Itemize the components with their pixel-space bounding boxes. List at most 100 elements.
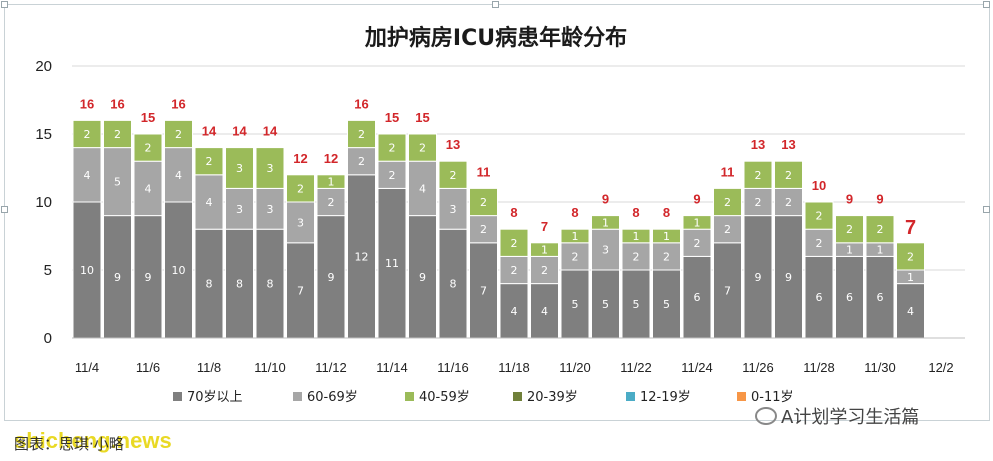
bar-segment [713,242,742,339]
segment-label: 2 [633,250,640,263]
bar-segment [286,242,315,339]
segment-label: 2 [816,210,823,223]
segment-label: 3 [267,203,274,216]
segment-label: 2 [419,142,426,155]
bar-segment [103,119,132,149]
bar-segment [713,215,742,244]
legend-swatch [405,392,414,401]
bar-segment [530,283,559,339]
segment-label: 1 [602,216,609,229]
total-label: 11 [477,164,491,179]
resize-handle[interactable] [492,1,499,8]
segment-label: 1 [694,216,701,229]
segment-label: 2 [145,142,152,155]
resize-handle[interactable] [1,206,8,213]
segment-label: 2 [877,223,884,236]
segment-label: 2 [785,169,792,182]
bar-segment [652,242,681,271]
x-tick-label: 11/16 [437,360,469,375]
bar-segment [438,187,468,230]
segment-label: 4 [206,196,213,209]
bar-segment [499,228,529,257]
segment-label: 4 [511,305,518,318]
legend-label: 60-69岁 [307,390,358,405]
segment-label: 9 [114,271,121,284]
segment-label: 2 [328,196,335,209]
segment-label: 5 [572,298,579,311]
legend-label: 40-59岁 [419,390,470,405]
segment-label: 2 [785,196,792,209]
segment-label: 8 [267,278,274,291]
total-label: 16 [80,96,94,111]
resize-handle[interactable] [1,1,8,8]
segment-label: 2 [450,169,457,182]
segment-label: 9 [328,271,335,284]
bar-segment [377,160,407,189]
data-labels: 1042169521694215104216842148331483314732… [80,96,916,317]
segment-label: 2 [358,155,365,168]
legend-label: 20-39岁 [527,390,578,405]
segment-label: 10 [80,264,94,277]
bar-segment [804,228,834,257]
segment-label: 5 [602,298,609,311]
bar-segment [865,215,895,244]
segment-label: 2 [480,196,487,209]
segment-label: 1 [846,244,853,257]
segment-label: 1 [328,176,335,189]
segment-label: 2 [297,182,304,195]
segment-label: 2 [694,237,701,250]
segment-label: 2 [389,169,396,182]
bar-segment [164,147,193,203]
segment-label: 2 [724,196,731,209]
segment-label: 2 [84,128,91,141]
bar-segment [316,174,346,189]
segment-label: 2 [541,264,548,277]
total-label: 13 [446,137,460,152]
bar-segment [286,174,315,203]
bar-segment [347,174,376,339]
x-tick-label: 11/14 [376,360,408,375]
x-tick-label: 11/22 [620,360,652,375]
segment-label: 2 [755,169,762,182]
legend-label: 0-11岁 [751,390,794,405]
bar-segment [469,215,498,244]
segment-label: 3 [297,216,304,229]
wechat-account: A计划学习生活篇 [755,403,919,429]
total-label: 8 [510,205,517,220]
segment-label: 8 [236,278,243,291]
segment-label: 3 [450,203,457,216]
segment-label: 2 [846,223,853,236]
segment-label: 2 [511,237,518,250]
total-label: 11 [721,164,735,179]
x-tick-label: 11/20 [559,360,591,375]
x-tick-label: 11/28 [803,360,835,375]
wechat-account-name: A计划学习生活篇 [781,407,920,428]
segment-label: 1 [907,271,914,284]
x-tick-label: 12/2 [928,360,953,375]
segment-label: 2 [907,250,914,263]
resize-handle[interactable] [983,206,990,213]
segment-label: 1 [663,230,670,243]
segment-label: 9 [145,271,152,284]
y-tick-label: 15 [35,126,52,143]
legend-label: 12-19岁 [640,390,691,405]
bar-segment [713,187,742,217]
bar-segment [682,255,712,339]
segment-label: 4 [175,169,182,182]
total-label: 15 [141,110,155,125]
segment-label: 3 [236,162,243,175]
segment-label: 6 [694,291,701,304]
y-tick-label: 5 [44,262,52,279]
total-label: 10 [812,178,826,193]
segment-label: 2 [206,155,213,168]
bar-segment [652,269,681,339]
resize-handle[interactable] [983,1,990,8]
bar-segment [804,201,834,230]
chart-title: 加护病房ICU病患年龄分布 [364,25,627,51]
segment-label: 7 [724,284,731,297]
segment-label: 2 [358,128,365,141]
bar-segment [774,160,803,189]
segment-label: 1 [877,244,884,257]
bar-segment [133,133,163,162]
total-label: 9 [846,192,853,207]
